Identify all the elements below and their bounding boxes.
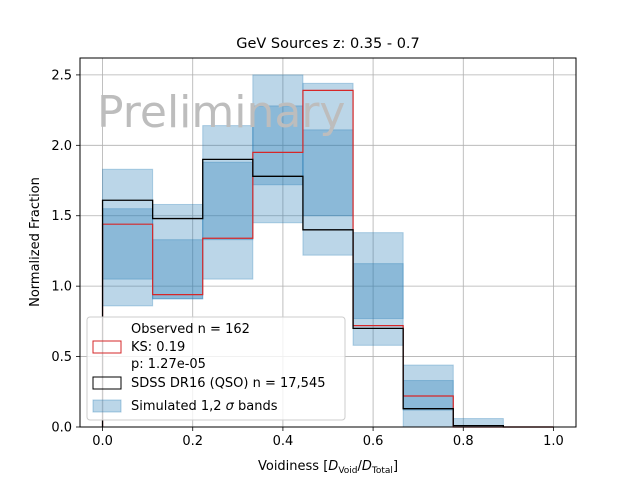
band-2sigma-bin-2 [202, 125, 254, 280]
legend-bands-sigma: σ [226, 399, 235, 414]
legend-bands-prefix: Simulated 1,2 [131, 399, 226, 414]
y-tick-label-1: 0.5 [51, 350, 72, 365]
band-1sigma-bin-1 [152, 239, 204, 300]
x-label-den-d: D [362, 459, 372, 474]
chart-title: GeV Sources z: 0.35 - 0.7 [236, 36, 420, 52]
band-1sigma-bin-6 [402, 380, 454, 411]
x-label-num-d: D [328, 459, 338, 474]
band-2sigma-bin-5 [352, 232, 404, 346]
y-axis-label: Normalized Fraction [28, 177, 43, 307]
watermark: Preliminary [97, 87, 345, 138]
x-tick-label-0: 0.0 [92, 434, 113, 449]
step-lines [101, 89, 554, 428]
x-label-den-sub: Total [371, 466, 393, 476]
y-tick-label-2: 1.0 [51, 280, 72, 295]
ticks: 0.0 0.2 0.4 0.6 0.8 1.0 0.0 0.5 1.0 1.5 2.0 2.5 [51, 68, 563, 449]
legend-bands-label: Simulated 1,2 σ bands [131, 399, 278, 414]
legend-observed-swatch [92, 340, 122, 354]
legend-observed-line-1: Observed n = 162 [131, 322, 250, 337]
x-label-suffix: ] [393, 459, 398, 474]
y-tick-label-0: 0.0 [51, 421, 72, 436]
x-axis-label: Voidiness [DVoid/DTotal] [258, 459, 398, 476]
legend-bands-swatch [92, 399, 122, 413]
y-tick-label-5: 2.5 [51, 68, 72, 83]
observed-step-line [101, 89, 554, 428]
x-tick-label-4: 0.8 [453, 434, 474, 449]
legend: Observed n = 162 KS: 0.19 p: 1.27e-05 SD… [86, 316, 346, 421]
y-tick-label-3: 1.5 [51, 209, 72, 224]
band-2sigma-bin-4 [302, 82, 354, 256]
band-1sigma-bin-4 [302, 129, 354, 217]
legend-box [86, 316, 346, 421]
legend-observed-line-2: KS: 0.19 [131, 340, 185, 355]
sdss-step-line [101, 158, 554, 428]
x-tick-label-3: 0.6 [363, 434, 384, 449]
legend-sdss-label: SDSS DR16 (QSO) n = 17,545 [131, 376, 326, 391]
y-tick-label-4: 2.0 [51, 139, 72, 154]
x-label-sep: / [358, 459, 363, 474]
legend-observed-line-3: p: 1.27e-05 [131, 357, 206, 372]
band-1sigma-bin-2 [202, 161, 254, 241]
band-1sigma-bin-5 [352, 263, 404, 320]
x-label-prefix: Voidiness [ [258, 459, 328, 474]
legend-bands-suffix: bands [234, 399, 278, 414]
band-1sigma-bin-0 [102, 208, 154, 280]
x-label-num-sub: Void [338, 466, 357, 476]
band-2sigma-bin-3 [252, 74, 304, 224]
axes-frame [79, 57, 577, 428]
x-tick-label-5: 1.0 [543, 434, 564, 449]
band-1sigma-bin-3 [252, 105, 304, 186]
legend-sdss-swatch [92, 376, 122, 390]
x-tick-label-2: 0.4 [273, 434, 294, 449]
x-tick-label-1: 0.2 [182, 434, 203, 449]
